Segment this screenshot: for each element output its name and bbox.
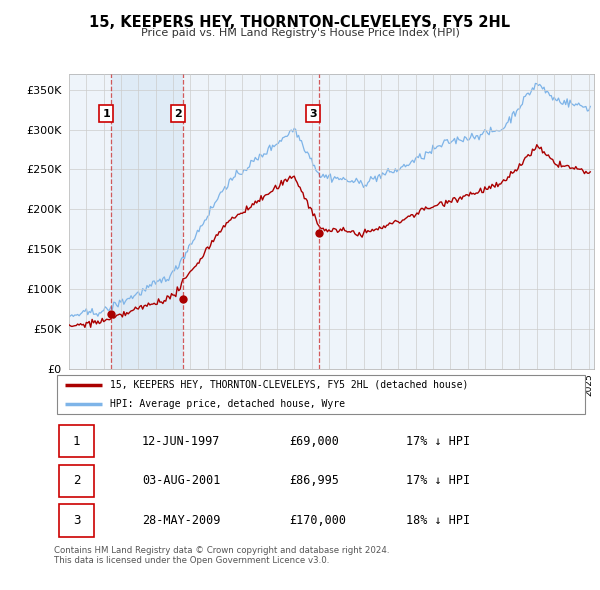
Text: 3: 3	[73, 514, 80, 527]
Text: £69,000: £69,000	[289, 435, 339, 448]
Text: HPI: Average price, detached house, Wyre: HPI: Average price, detached house, Wyre	[110, 399, 345, 409]
Text: 03-AUG-2001: 03-AUG-2001	[142, 474, 220, 487]
Text: 15, KEEPERS HEY, THORNTON-CLEVELEYS, FY5 2HL: 15, KEEPERS HEY, THORNTON-CLEVELEYS, FY5…	[89, 15, 511, 30]
Text: 17% ↓ HPI: 17% ↓ HPI	[406, 474, 470, 487]
Text: £170,000: £170,000	[289, 514, 346, 527]
Text: 17% ↓ HPI: 17% ↓ HPI	[406, 435, 470, 448]
Bar	[111, 74, 183, 369]
FancyBboxPatch shape	[59, 504, 94, 537]
Text: 1: 1	[102, 109, 110, 119]
Text: £86,995: £86,995	[289, 474, 339, 487]
FancyBboxPatch shape	[59, 465, 94, 497]
Text: 1: 1	[73, 435, 80, 448]
Text: 18% ↓ HPI: 18% ↓ HPI	[406, 514, 470, 527]
Text: 28-MAY-2009: 28-MAY-2009	[142, 514, 220, 527]
Text: Contains HM Land Registry data © Crown copyright and database right 2024.
This d: Contains HM Land Registry data © Crown c…	[54, 546, 389, 565]
Text: 15, KEEPERS HEY, THORNTON-CLEVELEYS, FY5 2HL (detached house): 15, KEEPERS HEY, THORNTON-CLEVELEYS, FY5…	[110, 380, 469, 390]
Text: 12-JUN-1997: 12-JUN-1997	[142, 435, 220, 448]
FancyBboxPatch shape	[56, 375, 586, 414]
FancyBboxPatch shape	[59, 425, 94, 457]
Text: 3: 3	[310, 109, 317, 119]
Text: 2: 2	[73, 474, 80, 487]
Text: 2: 2	[174, 109, 182, 119]
Text: Price paid vs. HM Land Registry's House Price Index (HPI): Price paid vs. HM Land Registry's House …	[140, 28, 460, 38]
